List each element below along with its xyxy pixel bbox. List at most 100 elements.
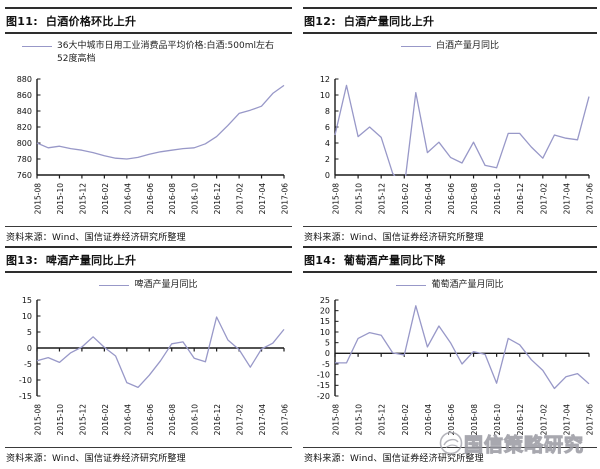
svg-text:20: 20 bbox=[320, 306, 330, 315]
svg-text:2016-08: 2016-08 bbox=[470, 183, 479, 215]
svg-text:2016-08: 2016-08 bbox=[470, 404, 479, 436]
svg-text:6: 6 bbox=[325, 123, 330, 132]
fig12-source: 资料来源：Wind、国信证券经济研究所整理 bbox=[303, 226, 597, 243]
svg-text:2016-02: 2016-02 bbox=[401, 183, 410, 215]
svg-text:2016-02: 2016-02 bbox=[401, 404, 410, 436]
svg-text:15: 15 bbox=[320, 317, 330, 326]
line-chart-fig13: -15 -10 -5 0 5 10 15 2015-08 2015-10 2015-12 2016-… bbox=[19, 296, 290, 436]
svg-text:2015-10: 2015-10 bbox=[56, 183, 65, 215]
svg-text:0: 0 bbox=[27, 344, 32, 353]
svg-text:10: 10 bbox=[22, 312, 32, 321]
fig13-title: 图13: 啤酒产量同比上升 bbox=[5, 248, 292, 273]
svg-text:2017-04: 2017-04 bbox=[562, 183, 571, 215]
panel-top-rule bbox=[5, 7, 292, 9]
svg-text:5: 5 bbox=[325, 338, 330, 347]
fig11-title-text: 白酒价格环比上升 bbox=[45, 15, 137, 28]
svg-text:2016-08: 2016-08 bbox=[168, 404, 177, 436]
panel-top-rule bbox=[303, 7, 597, 9]
svg-text:820: 820 bbox=[17, 123, 32, 132]
fig12-chart: 0 2 4 6 8 10 12 2015-08 2015-10 2015-12 2016-02 201… bbox=[303, 74, 597, 224]
svg-text:2017-02: 2017-02 bbox=[539, 404, 548, 436]
svg-text:860: 860 bbox=[17, 91, 32, 100]
panel-fig12: 图12: 白酒产量同比上升 白酒产量月同比 0 2 4 6 8 10 12 2015-08 201… bbox=[303, 7, 597, 243]
svg-text:2016-02: 2016-02 bbox=[101, 404, 110, 436]
svg-text:2016-04: 2016-04 bbox=[424, 404, 433, 436]
svg-text:2017-06: 2017-06 bbox=[281, 183, 290, 215]
svg-text:2016-04: 2016-04 bbox=[424, 183, 433, 215]
fig12-legend: 白酒产量月同比 bbox=[303, 34, 597, 74]
svg-text:2017-02: 2017-02 bbox=[236, 404, 245, 436]
series-line bbox=[36, 84, 285, 160]
series-line bbox=[36, 316, 285, 389]
fig11-legend: 36大中城市日用工业消费品平均价格:白酒:500ml左右52度高档 bbox=[5, 34, 292, 74]
svg-text:2016-12: 2016-12 bbox=[213, 183, 222, 215]
fig13-label: 图13: bbox=[6, 254, 38, 267]
legend-line-swatch bbox=[400, 46, 431, 48]
svg-text:2015-12: 2015-12 bbox=[378, 404, 387, 436]
panel-top-rule bbox=[5, 246, 292, 248]
svg-text:2016-10: 2016-10 bbox=[191, 404, 200, 436]
fig13-source: 资料来源：Wind、国信证券经济研究所整理 bbox=[5, 447, 292, 464]
svg-text:760: 760 bbox=[17, 171, 32, 180]
svg-text:2015-08: 2015-08 bbox=[34, 404, 43, 436]
svg-text:2016-12: 2016-12 bbox=[516, 404, 525, 436]
svg-text:-5: -5 bbox=[322, 360, 330, 369]
legend-line-swatch bbox=[22, 46, 52, 48]
svg-text:2015-08: 2015-08 bbox=[332, 404, 341, 436]
svg-text:2016-06: 2016-06 bbox=[447, 404, 456, 436]
legend-line-swatch bbox=[396, 285, 427, 287]
svg-text:12: 12 bbox=[320, 75, 330, 84]
panel-fig11: 图11: 白酒价格环比上升 36大中城市日用工业消费品平均价格:白酒:500ml左… bbox=[5, 7, 292, 243]
fig11-chart: 760 780 800 820 840 860 880 2015-08 2015-10 2015-… bbox=[5, 74, 292, 224]
svg-text:-10: -10 bbox=[317, 370, 330, 379]
svg-text:2017-06: 2017-06 bbox=[281, 404, 290, 436]
svg-text:2015-10: 2015-10 bbox=[56, 404, 65, 436]
fig13-legend-text: 啤酒产量月同比 bbox=[134, 280, 198, 290]
svg-text:2016-10: 2016-10 bbox=[493, 404, 502, 436]
series-line bbox=[335, 305, 590, 390]
panel-top-rule bbox=[303, 246, 597, 248]
svg-text:780: 780 bbox=[17, 155, 32, 164]
svg-text:2017-06: 2017-06 bbox=[586, 183, 595, 215]
svg-text:-10: -10 bbox=[19, 376, 32, 385]
svg-text:2016-06: 2016-06 bbox=[447, 183, 456, 215]
fig12-legend-text: 白酒产量月同比 bbox=[435, 41, 499, 51]
svg-text:2015-08: 2015-08 bbox=[332, 183, 341, 215]
fig11-title: 图11: 白酒价格环比上升 bbox=[5, 9, 292, 34]
line-chart-fig11: 760 780 800 820 840 860 880 2015-08 2015-10 2015-… bbox=[17, 75, 290, 215]
fig11-source: 资料来源：Wind、国信证券经济研究所整理 bbox=[5, 226, 292, 243]
panel-fig14: 图14: 葡萄酒产量同比下降 葡萄酒产量月同比 -20 -15 -10 -5 0 5 10 15… bbox=[303, 246, 597, 464]
fig11-label: 图11: bbox=[6, 15, 38, 28]
svg-text:2017-02: 2017-02 bbox=[236, 183, 245, 215]
fig14-title: 图14: 葡萄酒产量同比下降 bbox=[303, 248, 597, 273]
svg-text:2016-08: 2016-08 bbox=[168, 183, 177, 215]
series-line bbox=[334, 84, 590, 176]
fig11-legend-text: 36大中城市日用工业消费品平均价格:白酒:500ml左右52度高档 bbox=[57, 41, 274, 65]
svg-text:2017-06: 2017-06 bbox=[586, 404, 595, 436]
svg-text:2016-12: 2016-12 bbox=[516, 183, 525, 215]
svg-text:2016-06: 2016-06 bbox=[146, 183, 155, 215]
svg-text:2016-10: 2016-10 bbox=[191, 183, 200, 215]
svg-text:2015-12: 2015-12 bbox=[78, 404, 87, 436]
svg-text:10: 10 bbox=[320, 328, 330, 337]
svg-text:5: 5 bbox=[27, 328, 32, 337]
svg-text:2016-04: 2016-04 bbox=[123, 183, 132, 215]
svg-text:-15: -15 bbox=[19, 392, 32, 401]
fig14-title-text: 葡萄酒产量同比下降 bbox=[343, 254, 446, 267]
svg-text:2016-04: 2016-04 bbox=[123, 404, 132, 436]
svg-text:0: 0 bbox=[325, 349, 330, 358]
svg-text:2016-02: 2016-02 bbox=[101, 183, 110, 215]
svg-text:-5: -5 bbox=[24, 360, 32, 369]
svg-text:2015-08: 2015-08 bbox=[34, 183, 43, 215]
svg-text:2016-06: 2016-06 bbox=[146, 404, 155, 436]
fig12-title-text: 白酒产量同比上升 bbox=[343, 15, 435, 28]
svg-text:2015-10: 2015-10 bbox=[355, 183, 364, 215]
fig12-title: 图12: 白酒产量同比上升 bbox=[303, 9, 597, 34]
svg-text:4: 4 bbox=[325, 139, 330, 148]
svg-text:880: 880 bbox=[17, 75, 32, 84]
fig13-chart: -15 -10 -5 0 5 10 15 2015-08 2015-10 2015-12 2016-… bbox=[5, 295, 292, 445]
svg-text:2017-02: 2017-02 bbox=[539, 183, 548, 215]
svg-text:2016-10: 2016-10 bbox=[493, 183, 502, 215]
